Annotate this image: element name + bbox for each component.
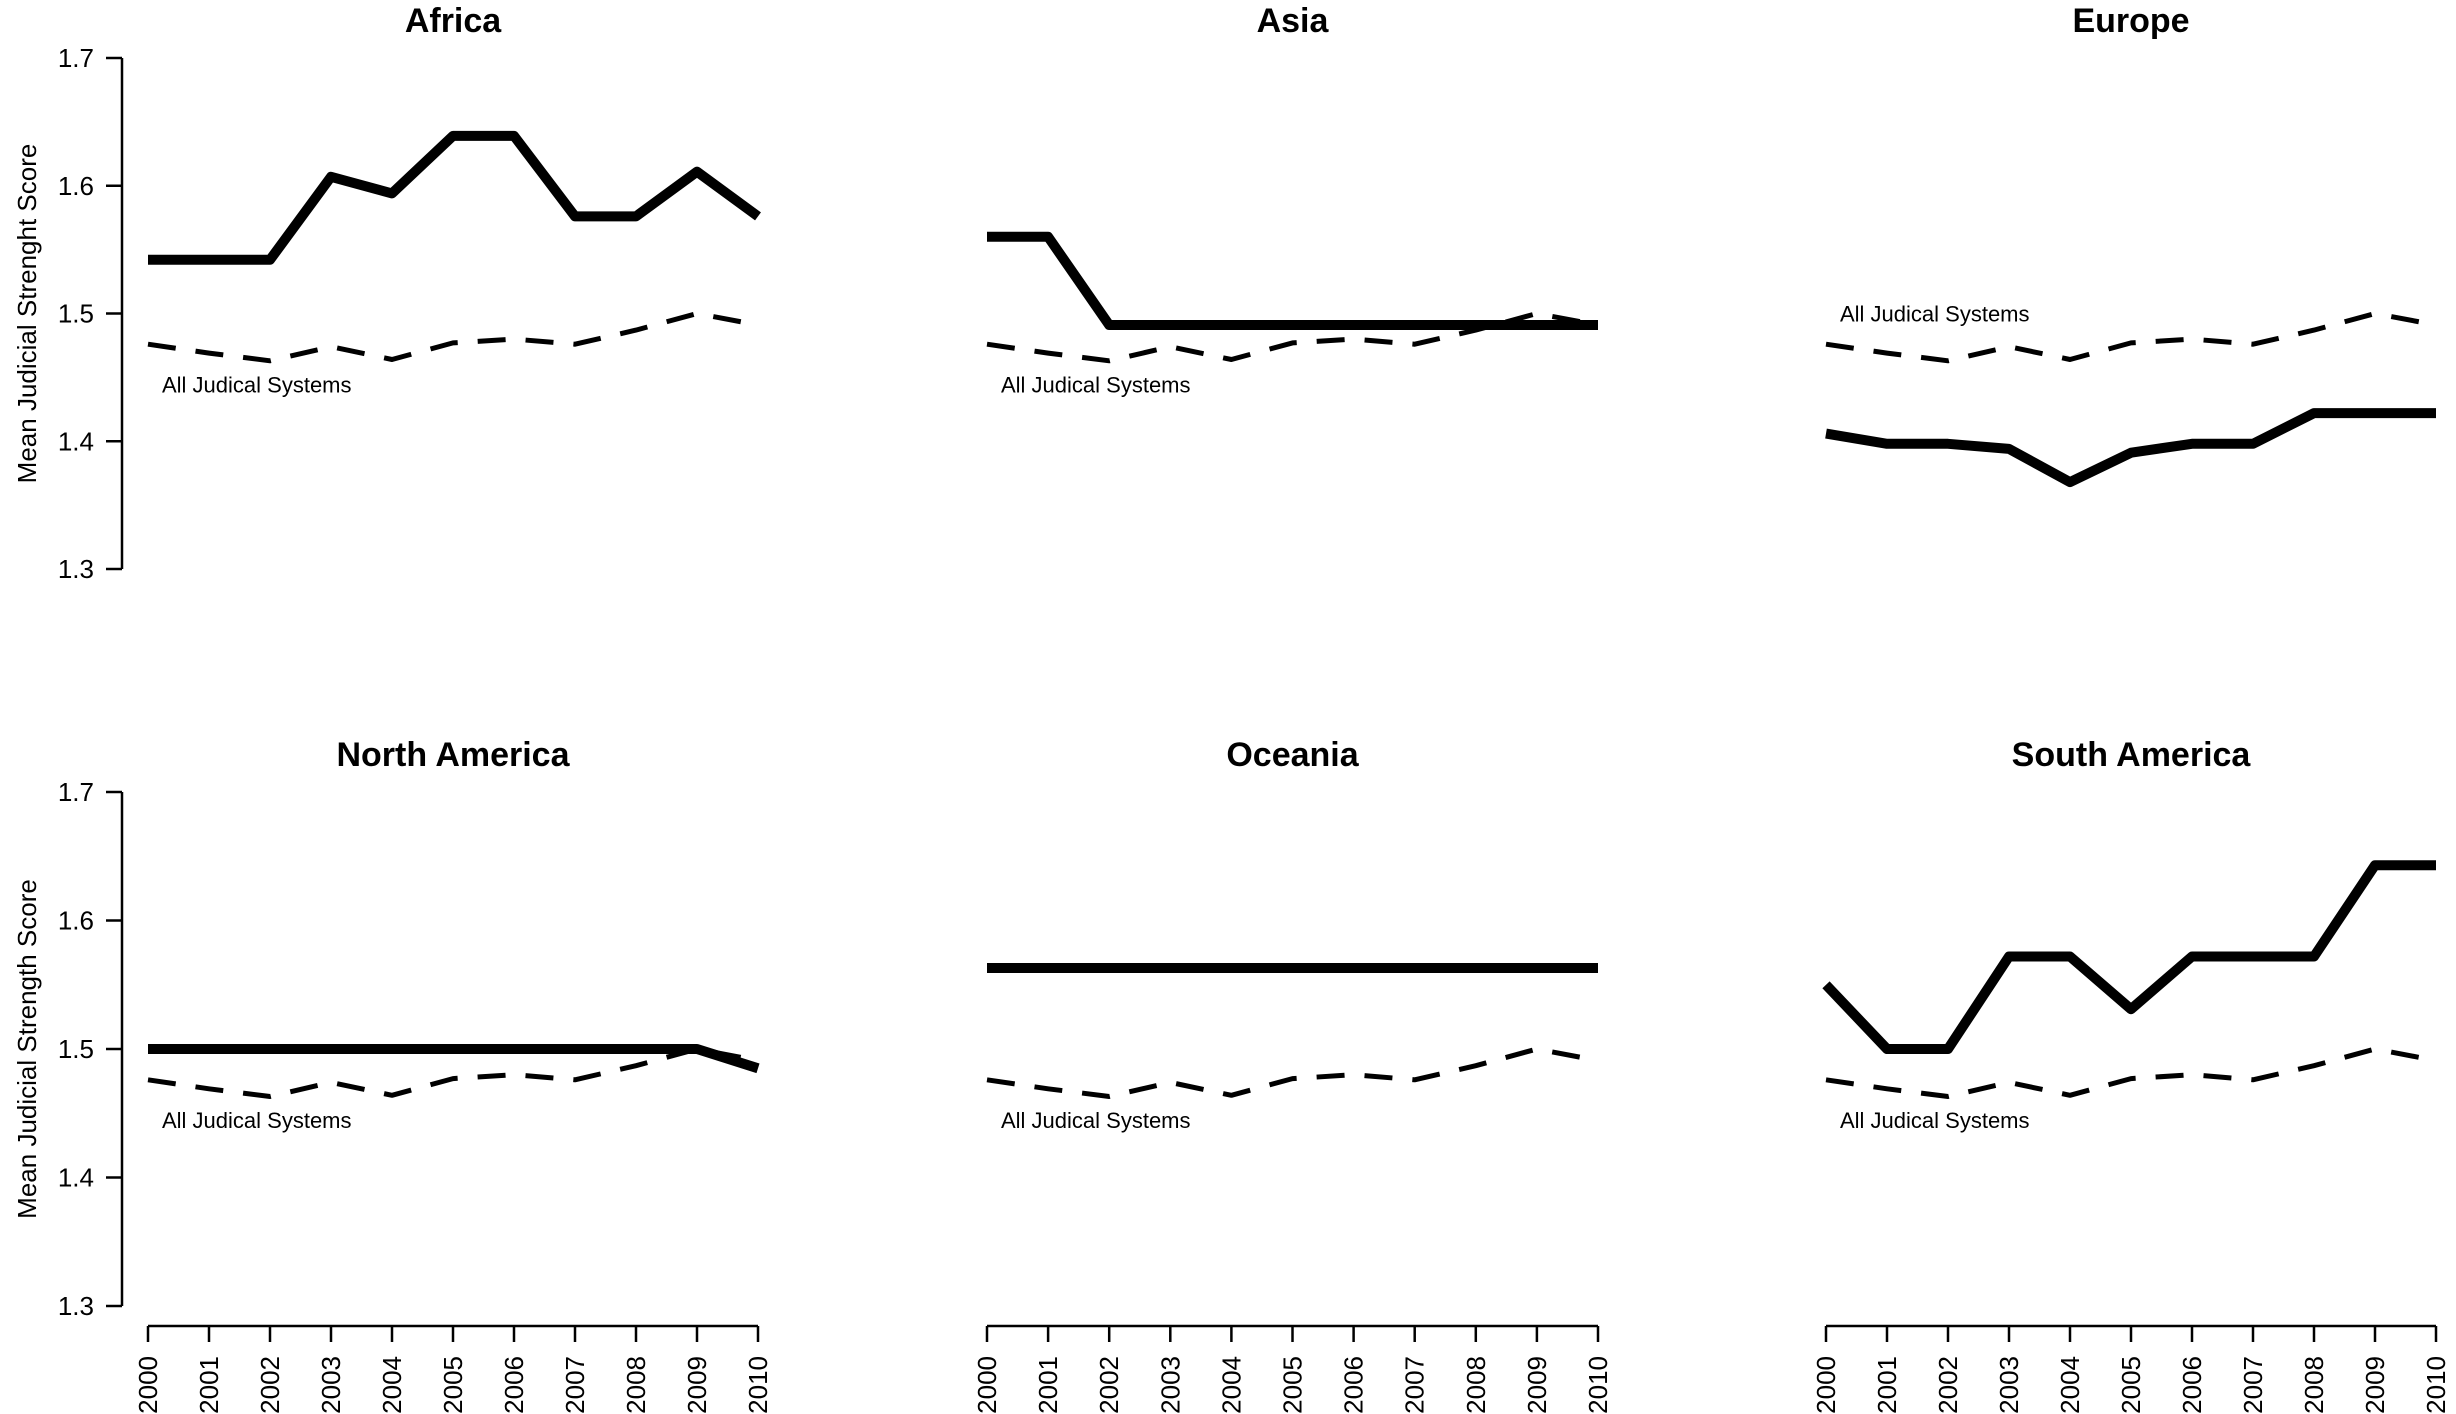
all-systems-annotation: All Judical Systems (1840, 1108, 2030, 1133)
region-series-line (1822, 860, 2436, 1054)
x-tick-label: 2003 (1155, 1356, 1185, 1414)
x-tick-label: 2001 (1872, 1356, 1902, 1414)
x-tick-label: 2006 (499, 1356, 529, 1414)
y-tick-label: 1.4 (58, 426, 94, 456)
panel-title: Oceania (1226, 736, 1359, 774)
x-tick-label: 2007 (560, 1356, 590, 1414)
all-systems-annotation: All Judical Systems (1001, 1108, 1191, 1133)
panel-title: Africa (405, 2, 502, 40)
all-systems-series-line (147, 311, 759, 364)
x-tick-label: 2008 (2299, 1356, 2329, 1414)
y-tick-label: 1.5 (58, 1034, 94, 1064)
x-tick-label: 2005 (438, 1356, 468, 1414)
region-series-line (148, 130, 761, 265)
all-systems-series-line (147, 1046, 759, 1099)
y-tick-label: 1.3 (58, 1291, 94, 1321)
y-tick-label: 1.3 (58, 554, 94, 584)
panel-title: North America (336, 736, 570, 774)
panel-title: Europe (2072, 2, 2189, 40)
y-tick-label: 1.6 (58, 171, 94, 201)
all-systems-annotation: All Judical Systems (162, 373, 352, 398)
y-tick-label: 1.7 (58, 777, 94, 807)
x-tick-label: 2004 (377, 1356, 407, 1414)
x-tick-label: 2002 (1094, 1356, 1124, 1414)
y-tick-label: 1.7 (58, 43, 94, 73)
x-tick-label: 2000 (972, 1356, 1002, 1414)
all-systems-annotation: All Judical Systems (1001, 373, 1191, 398)
x-tick-label: 2007 (2238, 1356, 2268, 1414)
x-tick-label: 2002 (1933, 1356, 1963, 1414)
x-tick-label: 2005 (2116, 1356, 2146, 1414)
x-tick-label: 2007 (1400, 1356, 1430, 1414)
all-systems-series-line (986, 1046, 1599, 1099)
x-tick-label: 2010 (2421, 1356, 2451, 1414)
x-tick-label: 2000 (1811, 1356, 1841, 1414)
x-tick-label: 2000 (133, 1356, 163, 1414)
x-tick-label: 2006 (2177, 1356, 2207, 1414)
region-series-line (1825, 408, 2436, 488)
x-tick-label: 2006 (1339, 1356, 1369, 1414)
x-tick-label: 2001 (194, 1356, 224, 1414)
x-tick-label: 2004 (1216, 1356, 1246, 1414)
y-axis-label: Mean Judicial Strenght Score (12, 144, 42, 484)
x-tick-label: 2003 (316, 1356, 346, 1414)
y-axis-label: Mean Judicial Strength Score (12, 879, 42, 1219)
x-tick-label: 2008 (621, 1356, 651, 1414)
x-tick-label: 2003 (1994, 1356, 2024, 1414)
x-tick-label: 2010 (1583, 1356, 1613, 1414)
x-tick-label: 2002 (255, 1356, 285, 1414)
x-tick-label: 2009 (682, 1356, 712, 1414)
x-tick-label: 2009 (2360, 1356, 2390, 1414)
all-systems-series-line (986, 311, 1599, 364)
all-systems-annotation: All Judical Systems (162, 1108, 352, 1133)
x-tick-label: 2009 (1522, 1356, 1552, 1414)
region-series-line (148, 1044, 760, 1074)
x-tick-label: 2001 (1033, 1356, 1063, 1414)
panel-title: South America (2012, 736, 2252, 774)
y-tick-label: 1.4 (58, 1163, 94, 1193)
y-tick-label: 1.6 (58, 906, 94, 936)
x-tick-label: 2010 (743, 1356, 773, 1414)
all-systems-annotation: All Judical Systems (1840, 302, 2030, 327)
all-systems-series-line (1825, 1046, 2437, 1099)
x-tick-label: 2004 (2055, 1356, 2085, 1414)
all-systems-series-line (1825, 311, 2437, 364)
region-series-line (987, 231, 1598, 330)
panel-title: Asia (1257, 2, 1330, 40)
x-tick-label: 2008 (1461, 1356, 1491, 1414)
y-tick-label: 1.5 (58, 299, 94, 329)
x-tick-label: 2005 (1278, 1356, 1308, 1414)
